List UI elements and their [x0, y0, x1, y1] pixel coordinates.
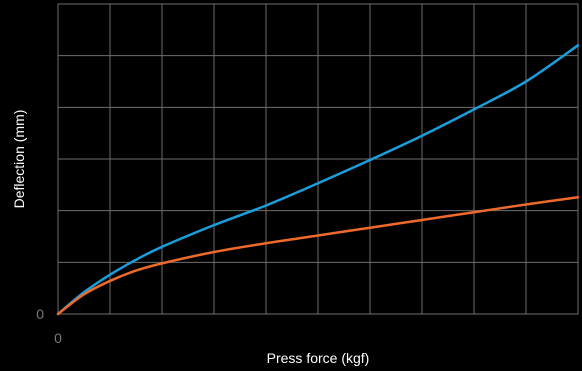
- grid: [58, 4, 578, 314]
- plot-frame: [57, 3, 579, 315]
- y-tick-label: 0: [36, 306, 44, 322]
- x-tick-label: 0: [54, 330, 62, 346]
- tick-labels: 00: [36, 306, 62, 346]
- x-axis-title: Press force (kgf): [267, 350, 370, 366]
- series-line-1: [56, 44, 580, 316]
- y-axis-title: Deflection (mm): [11, 110, 27, 209]
- series-line-2: [56, 195, 580, 316]
- series-group: [56, 44, 580, 316]
